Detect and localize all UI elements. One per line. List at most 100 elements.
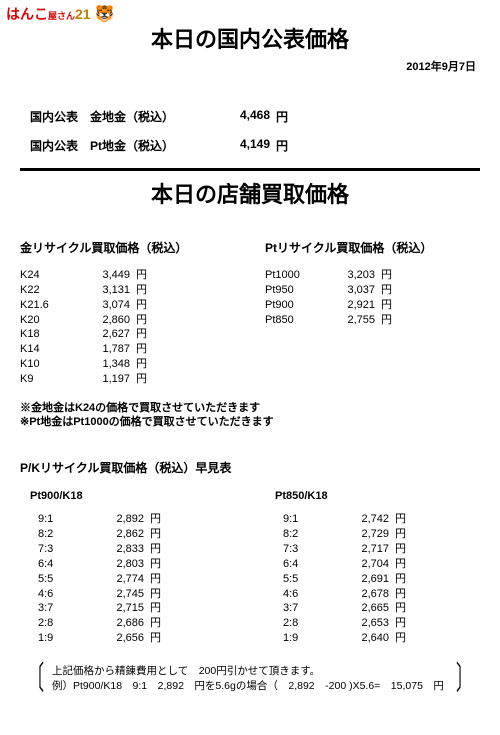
gold-value: 3,074: [80, 298, 130, 313]
gold-value: 3,449: [80, 268, 130, 283]
quick1-value: 2,656: [88, 631, 144, 646]
quick2-unit: 円: [395, 512, 406, 527]
quick2-unit: 円: [395, 587, 406, 602]
pt-row: Pt9002,921円: [265, 298, 480, 313]
gold-unit: 円: [136, 357, 147, 372]
quick2-unit: 円: [395, 572, 406, 587]
quick2-row: 5:52,691円: [283, 572, 480, 587]
quick1-key: 3:7: [38, 601, 88, 616]
gold-unit: 円: [136, 313, 147, 328]
gold-value: 2,860: [80, 313, 130, 328]
quick1-value: 2,715: [88, 601, 144, 616]
quick2-key: 3:7: [283, 601, 333, 616]
pt-row: Pt9503,037円: [265, 283, 480, 298]
quick2-unit: 円: [395, 542, 406, 557]
quick2-value: 2,678: [333, 587, 389, 602]
quick2-row: 3:72,665 円: [283, 601, 480, 616]
quick1-unit: 円: [150, 572, 161, 587]
quick1-unit: 円: [150, 542, 161, 557]
quick1-row: 9:12,892円: [38, 512, 235, 527]
quick2-key: 7:3: [283, 542, 333, 557]
public-pt-value: 4,149: [210, 137, 270, 154]
quick2-header: Pt850/K18: [275, 490, 480, 502]
quick1-unit: 円: [150, 557, 161, 572]
pt-header: Ptリサイクル買取価格（税込）: [265, 239, 480, 256]
pt-key: Pt1000: [265, 268, 325, 283]
pt-unit: 円: [381, 313, 392, 328]
quick2-key: 5:5: [283, 572, 333, 587]
gold-key: K20: [20, 313, 80, 328]
pt-value: 2,755: [325, 313, 375, 328]
public-pt-label: 国内公表 Pt地金（税込）: [30, 137, 210, 154]
gold-unit: 円: [136, 268, 147, 283]
quick2-value: 2,665: [333, 601, 389, 616]
gold-row: K91,197円: [20, 372, 235, 387]
gold-row: K243,449 円: [20, 268, 235, 283]
public-gold-unit: 円: [276, 108, 288, 125]
logo-num: 21: [75, 6, 91, 22]
quick1-key: 5:5: [38, 572, 88, 587]
pt-key: Pt900: [265, 298, 325, 313]
quick1-value: 2,803: [88, 557, 144, 572]
recycle-block: 金リサイクル買取価格（税込） K243,449円K223,131円K21.63,…: [20, 239, 480, 387]
quick2-value: 2,640: [333, 631, 389, 646]
pt-row: Pt8502,755円: [265, 313, 480, 328]
quick1-row: 8:22,862円: [38, 527, 235, 542]
quick1-key: 6:4: [38, 557, 88, 572]
quick2-row: 9:12,742円: [283, 512, 480, 527]
gold-value: 1,348: [80, 357, 130, 372]
gold-key: K22: [20, 283, 80, 298]
public-gold-value: 4,468: [210, 108, 270, 125]
footer-text: 上記価格から精錬費用として 200円引かせて頂きます。 例）Pt900/K18 …: [52, 662, 448, 695]
quick1-header: Pt900/K18: [30, 490, 235, 502]
footer-line-1: 上記価格から精錬費用として 200円引かせて頂きます。: [52, 664, 448, 679]
quick2-value: 2,717: [333, 542, 389, 557]
public-gold-label: 国内公表 金地金（税込）: [30, 108, 210, 125]
quick1-key: 4:6: [38, 587, 88, 602]
gold-value: 3,131: [80, 283, 130, 298]
gold-value: 1,197: [80, 372, 130, 387]
note-2: ※Pt地金はPt1000の価格で買取させていただきます: [20, 415, 480, 429]
quick1-row: 2:82,686円: [38, 616, 235, 631]
quick2-row: 8:22,729円: [283, 527, 480, 542]
gold-key: K24: [20, 268, 80, 283]
quick-col-2: Pt850/K18 9:12,742円8:22,729円7:32,717円6:4…: [265, 490, 480, 646]
quick2-value: 2,729: [333, 527, 389, 542]
quick-header: P/Kリサイクル買取価格（税込）早見表: [20, 459, 480, 476]
quick2-key: 6:4: [283, 557, 333, 572]
quick1-key: 8:2: [38, 527, 88, 542]
gold-unit: 円: [136, 327, 147, 342]
footer-line-2: 例）Pt900/K18 9:1 2,892 円を5.6gの場合（ 2,892 -…: [52, 679, 448, 694]
logo-text1: はんこ: [6, 6, 48, 22]
pt-row: Pt10003,203円: [265, 268, 480, 283]
quick2-row: 2:82,653円: [283, 616, 480, 631]
date: 2012年9月7日: [20, 58, 476, 74]
logo-text2: 屋さん: [48, 11, 75, 21]
quick1-row: 6:42,803 円: [38, 557, 235, 572]
gold-row: K182,627円: [20, 327, 235, 342]
quick-col-1: Pt900/K18 9:12,892円8:22,862円7:32,833円6:4…: [20, 490, 235, 646]
quick2-value: 2,742: [333, 512, 389, 527]
quick2-unit: 円: [395, 601, 406, 616]
gold-row: K21.63,074円: [20, 298, 235, 313]
pt-unit: 円: [381, 298, 392, 313]
gold-row: K202,860 円: [20, 313, 235, 328]
quick1-row: 3:72,715円: [38, 601, 235, 616]
quick1-unit: 円: [150, 512, 161, 527]
gold-row: K101,348円: [20, 357, 235, 372]
quick1-row: 1:92,656円: [38, 631, 235, 646]
quick1-key: 1:9: [38, 631, 88, 646]
quick2-row: 6:42,704円: [283, 557, 480, 572]
quick1-row: 5:52,774円: [38, 572, 235, 587]
notes-block: ※金地金はK24の価格で買取させていただきます ※Pt地金はPt1000の価格で…: [20, 401, 480, 430]
quick1-unit: 円: [150, 587, 161, 602]
quick2-value: 2,704: [333, 557, 389, 572]
quick2-unit: 円: [395, 631, 406, 646]
logo: はんこ屋さん21 🐯: [6, 4, 114, 24]
quick2-row: 4:62,678 円: [283, 587, 480, 602]
public-row-pt: 国内公表 Pt地金（税込） 4,149 円: [30, 137, 480, 154]
quick1-value: 2,745: [88, 587, 144, 602]
quick1-value: 2,686: [88, 616, 144, 631]
gold-key: K14: [20, 342, 80, 357]
quick2-key: 4:6: [283, 587, 333, 602]
